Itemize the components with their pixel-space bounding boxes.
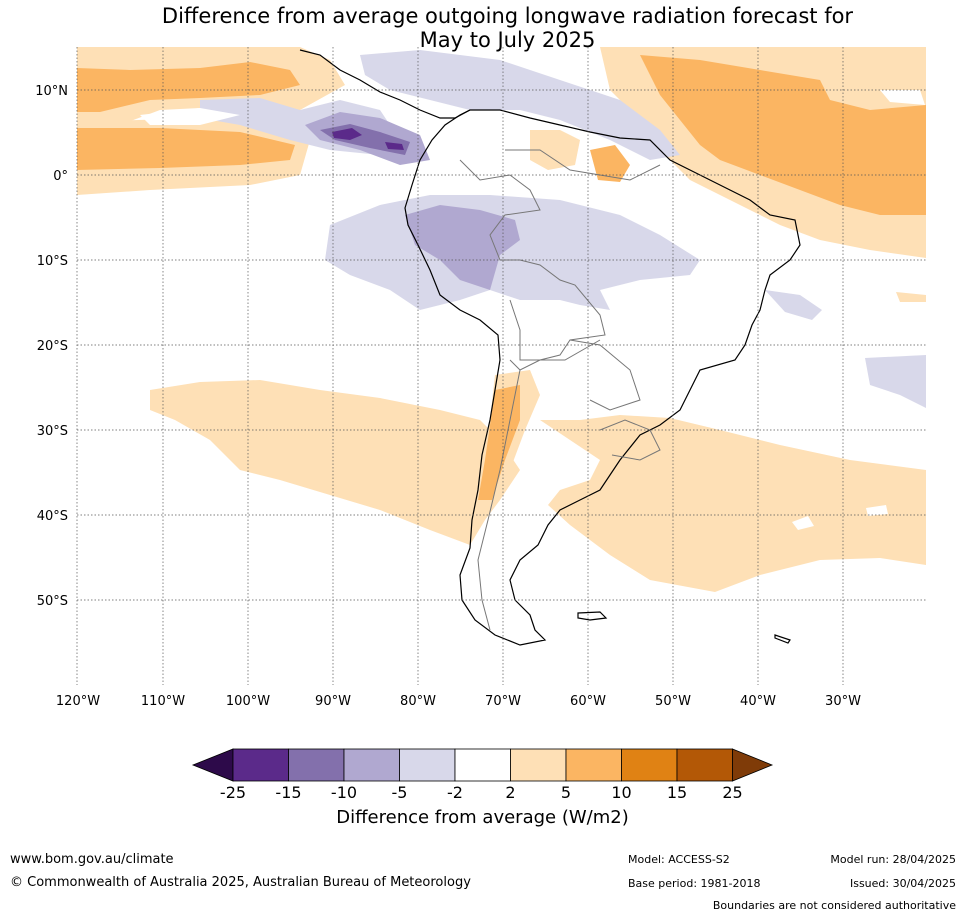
colorbar-swatch: [288, 748, 345, 782]
anomaly-positive-medium-eq-west: [77, 128, 295, 170]
anomaly-negative-strong-panama-b: [385, 142, 404, 150]
anomaly-positive-medium-amazon: [590, 145, 630, 182]
anomaly-gap-atlantic: [880, 90, 925, 105]
footer-model-run: Model run: 28/04/2025: [830, 853, 956, 866]
anomaly-gap-south-atlantic-a: [792, 516, 814, 530]
lon-label: 70°W: [485, 694, 521, 709]
graticule: [76, 47, 926, 685]
border-argentina-chile: [477, 369, 521, 631]
colorbar-tick-label: -2: [447, 783, 463, 802]
colorbar-swatch: [232, 748, 289, 782]
anomaly-negative-pale-south-atl: [865, 355, 926, 408]
border-bolivia: [509, 299, 601, 361]
chart-title: Difference from average outgoing longwav…: [0, 4, 965, 52]
colorbar-title: Difference from average (W/m2): [336, 807, 629, 828]
longitude-labels: 120°W 110°W 100°W 90°W 80°W 70°W 60°W 50…: [56, 694, 861, 709]
lon-label: 120°W: [56, 694, 100, 709]
lon-label: 90°W: [315, 694, 351, 709]
colorbar-tick-label: 15: [667, 783, 687, 802]
border-uruguay: [599, 419, 661, 461]
anomaly-negative-pale-amazon-west: [325, 195, 700, 310]
south-georgia-outline: [774, 634, 791, 644]
anomaly-shading: [77, 47, 926, 592]
colorbar-tick-label: -25: [220, 783, 246, 802]
title-line-2: May to July 2025: [419, 28, 596, 52]
footer-copyright: © Commonwealth of Australia 2025, Austra…: [10, 875, 471, 890]
colorbar-tick-label: -5: [392, 783, 408, 802]
title-line-1: Difference from average outgoing longwav…: [161, 4, 854, 28]
lon-label: 50°W: [655, 694, 691, 709]
latitude-labels: 10°N 0° 10°S 20°S 30°S 40°S 50°S: [35, 84, 68, 609]
anomaly-positive-medium-nw: [77, 62, 300, 112]
lon-label: 110°W: [141, 694, 185, 709]
colorbar-swatch: [399, 748, 456, 782]
colorbar-swatch: [454, 748, 511, 782]
lat-label: 40°S: [37, 509, 68, 524]
anomaly-negative-light-andes: [405, 205, 520, 290]
anomaly-gap-south-atlantic-b: [866, 505, 888, 516]
border-brazil-north: [505, 149, 661, 181]
border-paraguay: [569, 339, 641, 411]
colorbar-swatch: [343, 748, 400, 782]
lat-label: 20°S: [37, 339, 68, 354]
colorbar-swatch: [191, 748, 234, 782]
colorbar-swatch: [732, 748, 774, 782]
lon-label: 80°W: [400, 694, 436, 709]
colorbar-swatch: [676, 748, 733, 782]
anomaly-positive-light-south-atlantic: [540, 415, 926, 592]
lat-label: 30°S: [37, 424, 68, 439]
south-america-coastline: [404, 109, 801, 646]
anomaly-gap-pacific-itcz: [140, 108, 240, 125]
anomaly-negative-pale-ne-brazil: [765, 290, 822, 320]
footer-base-period: Base period: 1981-2018: [628, 877, 761, 890]
colorbar-swatch: [621, 748, 678, 782]
central-america-coastline: [299, 49, 471, 119]
lat-label: 0°: [53, 169, 68, 184]
lon-label: 40°W: [740, 694, 776, 709]
colorbar-tick-label: -15: [275, 783, 301, 802]
anomaly-positive-medium-chile: [478, 385, 520, 500]
footer-issued: Issued: 30/04/2025: [849, 877, 956, 890]
anomaly-positive-light-guiana: [530, 130, 580, 170]
colorbar-swatch: [565, 748, 622, 782]
coastlines: [299, 49, 801, 646]
colorbar-swatch: [510, 748, 567, 782]
border-andean: [459, 159, 606, 371]
lat-label: 50°S: [37, 594, 68, 609]
colorbar-tick-label: 25: [722, 783, 742, 802]
anomaly-positive-light-south-pacific: [150, 380, 520, 545]
falklands-outline: [577, 611, 608, 621]
anomaly-positive-light-se-atl: [896, 292, 926, 302]
colorbar-tick-label: 5: [561, 783, 571, 802]
country-borders: [459, 149, 661, 631]
colorbar-ticks: -25 -15 -10 -5 -2 2 5 10 15 25: [220, 783, 743, 802]
colorbar: [191, 748, 774, 782]
lon-label: 30°W: [825, 694, 861, 709]
anomaly-negative-strong-panama-a: [332, 128, 362, 140]
lat-label: 10°S: [37, 254, 68, 269]
colorbar-tick-label: 10: [611, 783, 631, 802]
footer-disclaimer: Boundaries are not considered authoritat…: [712, 899, 956, 912]
lat-label: 10°N: [35, 84, 68, 99]
colorbar-tick-label: 2: [505, 783, 515, 802]
footer-model: Model: ACCESS-S2: [628, 853, 730, 866]
lon-label: 100°W: [226, 694, 270, 709]
anomaly-negative-pale-caribbean: [360, 50, 680, 160]
colorbar-tick-label: -10: [331, 783, 357, 802]
footer-url: www.bom.gov.au/climate: [10, 852, 174, 867]
lon-label: 60°W: [570, 694, 606, 709]
